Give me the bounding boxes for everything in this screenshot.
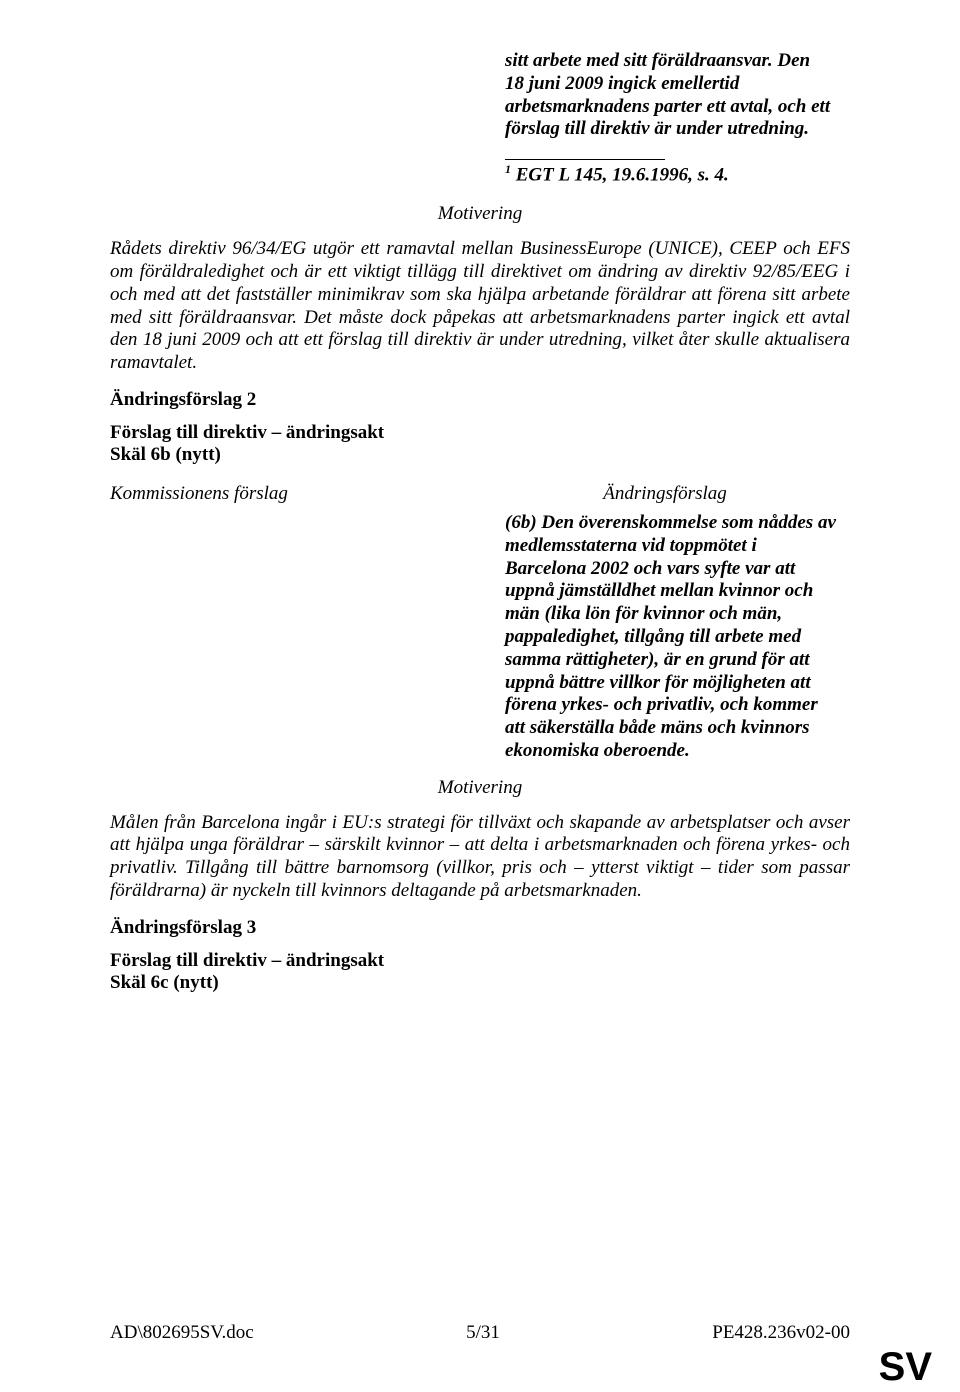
page-footer: AD\802695SV.doc 5/31 PE428.236v02-00 bbox=[110, 1322, 850, 1344]
intro-line: förslag till direktiv är under utredning… bbox=[505, 118, 850, 141]
motivering-body-1: Rådets direktiv 96/34/EG utgör ett ramav… bbox=[110, 238, 850, 375]
amend-line: samma rättigheter), är en grund för att bbox=[505, 649, 850, 672]
intro-line: 18 juni 2009 ingick emellertid bbox=[505, 73, 850, 96]
amendment-2-heading: Ändringsförslag 2 bbox=[110, 389, 850, 412]
amendment-2-columns: Kommissionens förslag Ändringsförslag bbox=[110, 483, 850, 506]
motivering-body-2: Målen från Barcelona ingår i EU:s strate… bbox=[110, 812, 850, 903]
amend-line: medlemsstaterna vid toppmötet i bbox=[505, 535, 850, 558]
intro-line: sitt arbete med sitt föräldraansvar. Den bbox=[505, 50, 850, 73]
amend-line: uppnå bättre villkor för möjligheten att bbox=[505, 672, 850, 695]
amendment-3-sub1: Förslag till direktiv – ändringsakt bbox=[110, 950, 850, 973]
intro-line: arbetsmarknadens parter ett avtal, och e… bbox=[505, 96, 850, 119]
footer-center: 5/31 bbox=[466, 1322, 500, 1344]
amend-line: uppnå jämställdhet mellan kvinnor och bbox=[505, 580, 850, 603]
amend-line: Barcelona 2002 och vars syfte var att bbox=[505, 558, 850, 581]
amend-line: pappaledighet, tillgång till arbete med bbox=[505, 626, 850, 649]
amendment-3-sub2: Skäl 6c (nytt) bbox=[110, 972, 850, 995]
footer-right: PE428.236v02-00 bbox=[712, 1322, 850, 1344]
footer-left: AD\802695SV.doc bbox=[110, 1322, 254, 1344]
amend-line: (6b) Den överenskommelse som nåddes av bbox=[505, 512, 850, 535]
amend-line: ekonomiska oberoende. bbox=[505, 740, 850, 763]
column-header-left: Kommissionens förslag bbox=[110, 483, 480, 506]
intro-continuation-block: sitt arbete med sitt föräldraansvar. Den… bbox=[505, 50, 850, 141]
amendment-2-sub2: Skäl 6b (nytt) bbox=[110, 444, 850, 467]
motivering-heading-2: Motivering bbox=[110, 777, 850, 800]
amend-line: förena yrkes- och privatliv, och kommer bbox=[505, 694, 850, 717]
document-page: sitt arbete med sitt föräldraansvar. Den… bbox=[0, 0, 960, 1039]
amendment-2-sub1: Förslag till direktiv – ändringsakt bbox=[110, 422, 850, 445]
footnote-text: EGT L 145, 19.6.1996, s. 4. bbox=[511, 165, 729, 186]
amendment-2-body: (6b) Den överenskommelse som nåddes av m… bbox=[505, 512, 850, 763]
motivering-heading: Motivering bbox=[110, 203, 850, 226]
amend-line: män (lika lön för kvinnor och män, bbox=[505, 603, 850, 626]
amendment-3-heading: Ändringsförslag 3 bbox=[110, 917, 850, 940]
footnote-separator bbox=[505, 159, 665, 160]
footnote: 1 EGT L 145, 19.6.1996, s. 4. bbox=[505, 162, 850, 187]
language-tag: SV bbox=[879, 1345, 932, 1390]
amend-line: att säkerställa både mäns och kvinnors bbox=[505, 717, 850, 740]
column-header-right: Ändringsförslag bbox=[480, 483, 850, 506]
